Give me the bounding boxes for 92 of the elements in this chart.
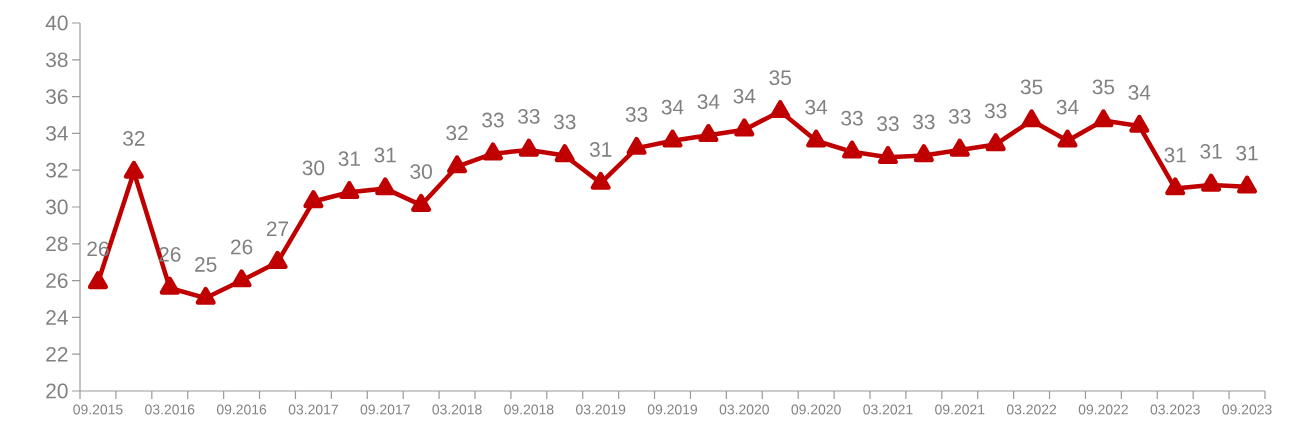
y-tick-label: 24: [46, 310, 68, 325]
point: [339, 181, 360, 200]
point: [877, 146, 898, 165]
data-label: 31: [1164, 147, 1186, 163]
data-label: 32: [446, 125, 468, 141]
point: [1236, 175, 1258, 194]
point: [159, 276, 180, 295]
x-tick-label: 09.2023: [1222, 404, 1272, 415]
y-tick-label: 26: [46, 273, 68, 288]
x-tick-label: 03.2021: [863, 404, 913, 415]
y-tick-label: 28: [46, 236, 68, 252]
y-tick-label: 40: [45, 15, 68, 31]
y-tick-label: 34: [46, 125, 68, 141]
x-tick-label: 09.2021: [935, 404, 985, 415]
data-label: 35: [1020, 79, 1043, 95]
data-label: 34: [733, 88, 756, 104]
x-tick-label: 03.2020: [719, 404, 769, 415]
point: [949, 138, 970, 157]
point: [123, 160, 144, 179]
point: [518, 138, 539, 157]
x-tick-label: 09.2015: [73, 404, 123, 415]
point: [267, 250, 288, 269]
data-label: 27: [266, 221, 289, 236]
data-label: 33: [553, 114, 576, 130]
point: [662, 129, 683, 148]
data-label: 33: [913, 114, 935, 130]
data-label: 34: [1128, 85, 1151, 100]
point: [985, 133, 1006, 152]
x-tick-label: 03.2017: [288, 404, 338, 415]
data-label: 33: [482, 112, 504, 128]
point: [626, 136, 647, 155]
x-tick-label: 09.2016: [216, 404, 267, 415]
point: [1021, 109, 1042, 128]
y-tick-label: 30: [46, 199, 68, 215]
point: [913, 144, 934, 163]
point: [303, 190, 324, 209]
data-label: 25: [195, 257, 217, 272]
data-label: 30: [302, 160, 325, 176]
data-label: 33: [518, 108, 540, 124]
point: [698, 123, 719, 142]
point: [554, 144, 575, 163]
data-label: 34: [697, 94, 720, 110]
y-tick-label: 22: [46, 346, 68, 362]
point: [1165, 177, 1186, 196]
point: [734, 118, 755, 137]
x-tick-label: 03.2022: [1006, 404, 1057, 415]
data-label: 31: [589, 142, 612, 157]
data-label: 35: [1092, 79, 1115, 95]
y-tick-label: 32: [46, 162, 68, 178]
data-label: 31: [1236, 145, 1258, 161]
point: [806, 129, 827, 148]
data-label: 34: [661, 99, 684, 115]
data-label: 31: [338, 151, 360, 167]
data-label: 31: [1200, 143, 1222, 159]
x-tick-label: 03.2018: [432, 404, 482, 415]
point: [195, 286, 216, 305]
x-tick-label: 03.2019: [576, 404, 626, 415]
x-tick-label: 03.2023: [1150, 404, 1200, 415]
y-tick-label: 38: [46, 52, 68, 68]
data-label: 30: [410, 164, 432, 179]
point: [1201, 173, 1222, 192]
data-label: 26: [231, 239, 253, 255]
point: [590, 171, 611, 190]
data-label: 34: [1056, 99, 1079, 115]
data-label: 33: [841, 110, 863, 126]
x-tick-label: 09.2022: [1078, 404, 1128, 415]
point: [1057, 129, 1078, 148]
x-tick-label: 09.2020: [791, 404, 841, 415]
data-label: 33: [877, 116, 899, 132]
data-label: 33: [948, 108, 971, 124]
data-label: 34: [805, 99, 828, 115]
x-tick-label: 09.2018: [504, 404, 554, 415]
data-label: 33: [984, 103, 1007, 119]
point: [1129, 114, 1150, 133]
point: [482, 142, 503, 161]
data-label: 31: [374, 147, 396, 163]
y-tick-label: 20: [46, 383, 68, 399]
point: [770, 100, 791, 119]
point: [87, 271, 109, 290]
x-tick-label: 09.2017: [360, 404, 410, 415]
point: [842, 140, 863, 159]
data-label: 32: [123, 131, 145, 146]
point: [447, 155, 468, 174]
point: [231, 269, 252, 288]
point: [375, 177, 396, 196]
y-tick-label: 36: [46, 89, 68, 104]
x-tick-label: 09.2019: [647, 404, 698, 415]
point: [411, 193, 432, 212]
point: [1093, 109, 1114, 128]
data-label: 35: [769, 70, 791, 86]
x-tick-label: 03.2016: [145, 404, 195, 415]
data-label: 33: [625, 107, 648, 122]
